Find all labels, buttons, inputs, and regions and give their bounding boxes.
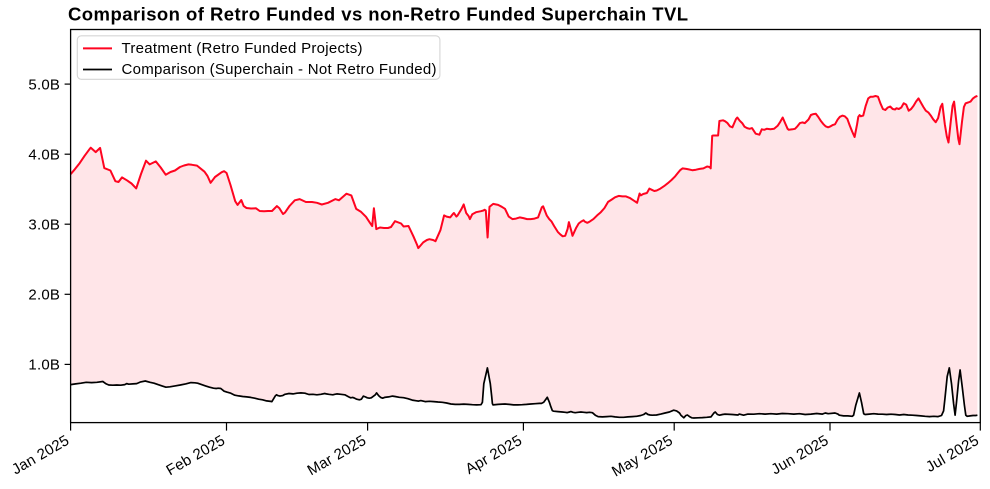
- svg-text:Comparison of Retro Funded vs: Comparison of Retro Funded vs non-Retro …: [68, 3, 689, 24]
- svg-text:1.0B: 1.0B: [28, 357, 60, 374]
- svg-text:Comparison (Superchain - Not R: Comparison (Superchain - Not Retro Funde…: [122, 61, 437, 78]
- svg-text:3.0B: 3.0B: [28, 217, 60, 234]
- svg-text:5.0B: 5.0B: [28, 76, 60, 93]
- svg-text:2.0B: 2.0B: [28, 287, 60, 304]
- svg-text:Treatment (Retro Funded Projec: Treatment (Retro Funded Projects): [122, 40, 363, 57]
- svg-text:4.0B: 4.0B: [28, 147, 60, 164]
